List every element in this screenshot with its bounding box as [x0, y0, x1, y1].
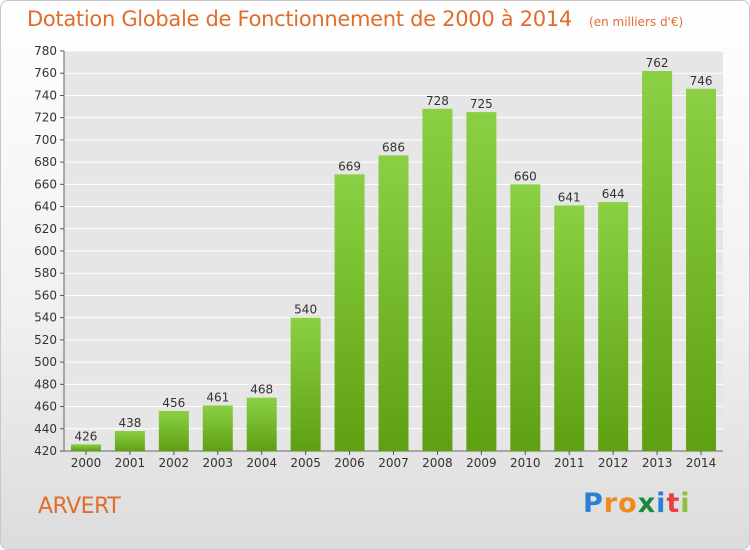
- bar-value-label: 746: [690, 74, 713, 88]
- bar-value-label: 728: [426, 94, 449, 108]
- x-tick-label: 2000: [71, 456, 102, 470]
- bar: [70, 444, 101, 451]
- bar: [642, 71, 673, 451]
- bar: [598, 202, 629, 451]
- bar-value-label: 686: [382, 140, 405, 154]
- bar-value-label: 438: [118, 416, 141, 430]
- bar-value-label: 456: [162, 396, 185, 410]
- x-tick-label: 2011: [554, 456, 585, 470]
- y-tick-label: 720: [34, 111, 57, 125]
- x-tick-label: 2013: [642, 456, 673, 470]
- x-tick-label: 2012: [598, 456, 629, 470]
- x-tick-label: 2008: [422, 456, 453, 470]
- y-tick-label: 660: [34, 177, 57, 191]
- bar: [246, 397, 277, 451]
- y-tick-label: 480: [34, 377, 57, 391]
- logo-letter: t: [666, 488, 681, 519]
- y-tick-label: 600: [34, 244, 57, 258]
- bar: [114, 431, 145, 451]
- bar-value-label: 641: [558, 190, 581, 204]
- y-tick-label: 620: [34, 222, 57, 236]
- x-tick-label: 2003: [202, 456, 233, 470]
- bar: [334, 174, 365, 452]
- x-tick-label: 2002: [159, 456, 190, 470]
- commune-name: ARVERT: [38, 494, 121, 519]
- y-tick-label: 560: [34, 288, 57, 302]
- bar-value-label: 468: [250, 383, 273, 397]
- bar: [202, 405, 233, 451]
- bar-value-label: 644: [602, 187, 625, 201]
- x-tick-label: 2014: [686, 456, 717, 470]
- bar-value-label: 461: [206, 390, 229, 404]
- chart-title-block: Dotation Globale de Fonctionnement de 20…: [27, 7, 683, 31]
- y-tick-label: 500: [34, 355, 57, 369]
- y-tick-label: 740: [34, 88, 57, 102]
- chart-title: Dotation Globale de Fonctionnement de 20…: [27, 7, 572, 31]
- x-tick-label: 2006: [334, 456, 365, 470]
- bar: [510, 184, 541, 452]
- logo-letter: x: [637, 488, 657, 519]
- y-tick-label: 420: [34, 444, 57, 458]
- x-tick-label: 2004: [246, 456, 277, 470]
- y-tick-label: 680: [34, 155, 57, 169]
- proxiti-logo[interactable]: Proxiti: [583, 488, 691, 519]
- y-tick-label: 460: [34, 400, 57, 414]
- bar: [378, 155, 409, 451]
- y-tick-label: 780: [34, 44, 57, 58]
- bar-value-label: 426: [75, 429, 98, 443]
- x-tick-label: 2005: [290, 456, 321, 470]
- bar: [422, 108, 453, 452]
- bar: [290, 317, 321, 451]
- bar: [554, 205, 585, 451]
- logo-letter: r: [603, 488, 619, 519]
- bar-value-label: 540: [294, 303, 317, 317]
- bar-value-label: 725: [470, 97, 493, 111]
- y-tick-label: 440: [34, 422, 57, 436]
- y-tick-label: 580: [34, 266, 57, 280]
- y-tick-label: 640: [34, 200, 57, 214]
- bar-value-label: 660: [514, 169, 537, 183]
- logo-letter: o: [618, 488, 638, 519]
- x-tick-label: 2001: [115, 456, 146, 470]
- logo-letter: P: [583, 488, 604, 519]
- logo-letter: i: [656, 488, 667, 519]
- bar-value-label: 762: [646, 56, 669, 70]
- bar: [158, 411, 189, 451]
- y-tick-label: 760: [34, 66, 57, 80]
- y-tick-label: 540: [34, 311, 57, 325]
- logo-letter: i: [680, 488, 691, 519]
- bar: [466, 112, 497, 451]
- bar: [686, 88, 717, 452]
- y-tick-label: 700: [34, 133, 57, 147]
- chart-subtitle: (en milliers d'€): [589, 15, 684, 29]
- bar-value-label: 669: [338, 159, 361, 173]
- x-tick-label: 2010: [510, 456, 541, 470]
- x-tick-label: 2009: [466, 456, 497, 470]
- x-tick-label: 2007: [378, 456, 409, 470]
- y-tick-label: 520: [34, 333, 57, 347]
